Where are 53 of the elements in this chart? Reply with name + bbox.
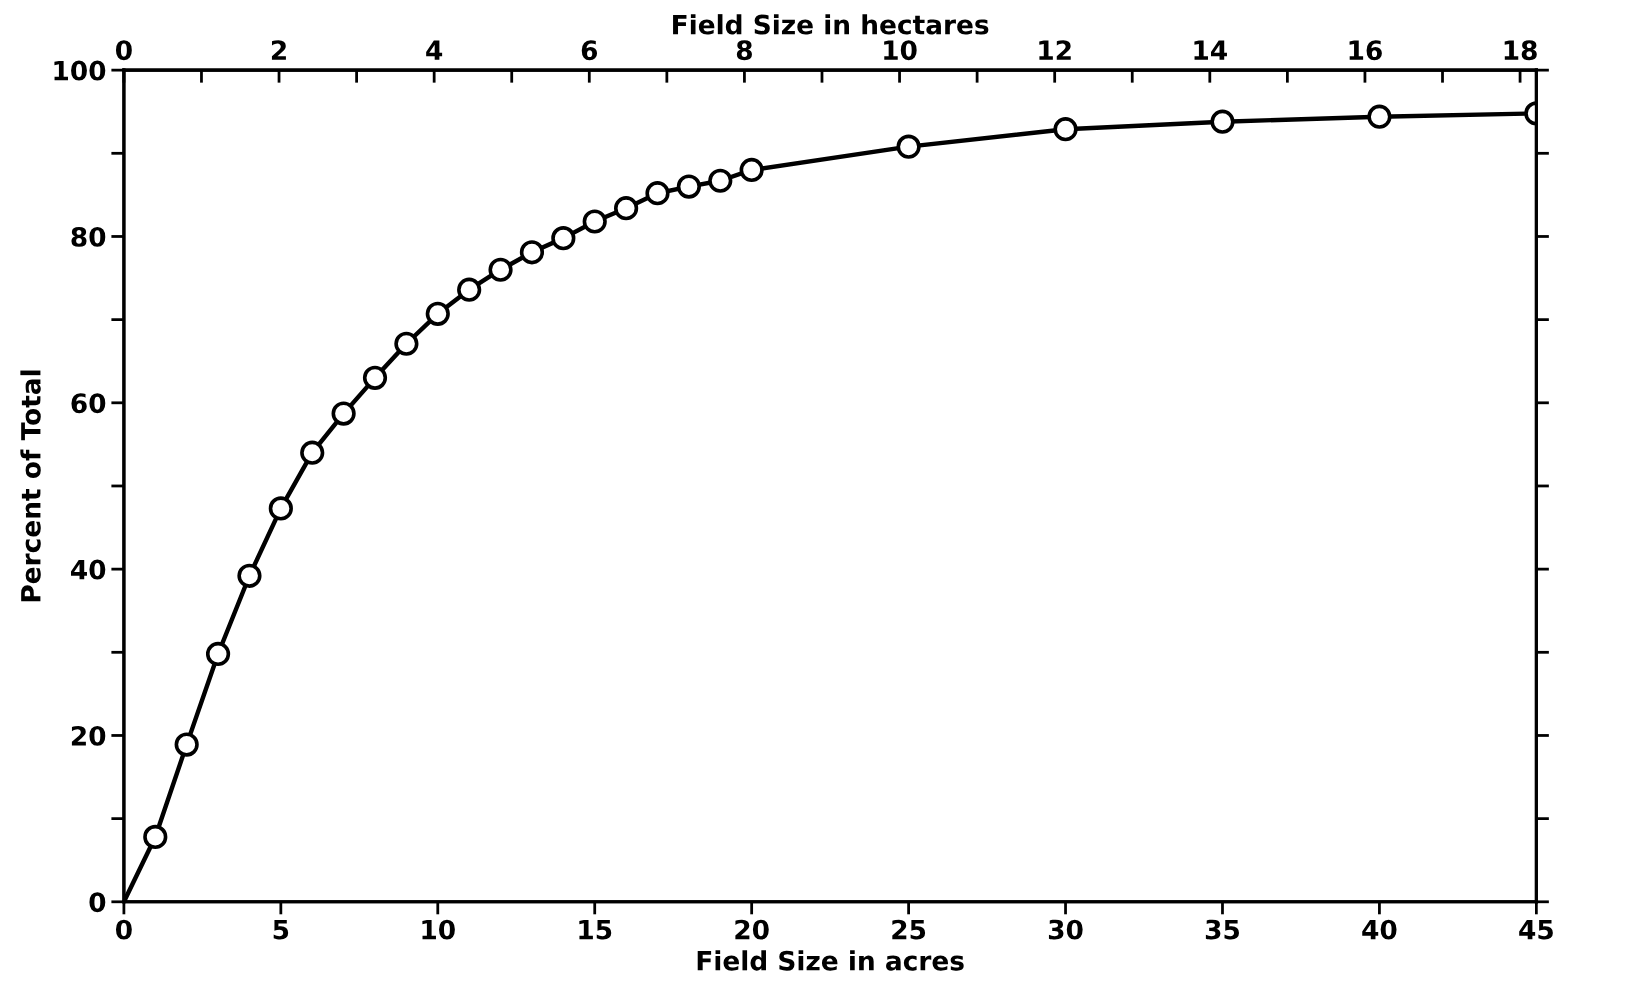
x-tick-label: 45 [1519,919,1553,940]
x2-tick-label: 10 [884,40,917,61]
point [331,401,356,426]
point [1210,109,1235,134]
point [708,168,733,193]
x-axis-title: Field Size in acres [697,950,964,971]
x-tick-label: 25 [892,919,926,940]
point [519,240,545,265]
y-tick-label: 80 [71,226,106,247]
x-tick-label: 15 [579,919,612,940]
x2-tick-label: 18 [1504,40,1537,61]
point [676,174,701,199]
x2-tick-label: 2 [271,40,286,60]
y-tick-label: 100 [54,60,106,81]
y-tick-label: 20 [71,725,106,746]
point [205,641,231,667]
y-tick-label: 40 [71,559,106,580]
y-axis-title: Percent of Total [20,370,41,602]
point [457,277,482,302]
point [268,496,293,521]
x-tick-label: 40 [1362,919,1397,940]
y-tick-label: 60 [71,393,106,414]
point [896,134,921,159]
point [143,824,168,850]
point [300,440,325,465]
point [362,365,388,390]
y-tick-label: 0 [89,892,106,913]
point [488,257,513,282]
x-tick-label: 20 [735,919,769,940]
point [1367,104,1392,129]
x2-tick-label: 6 [581,40,598,61]
x2-axis-title: Field Size in hectares [673,14,989,35]
x2-tick-label: 16 [1349,40,1382,61]
x-tick-label: 30 [1048,919,1083,940]
point [394,331,419,356]
x-tick-label: 10 [422,919,455,940]
point [1053,117,1078,142]
x2-tick-label: 0 [115,40,132,61]
point [645,181,670,206]
x2-tick-label: 12 [1039,40,1071,60]
x2-tick-label: 14 [1194,40,1227,60]
point [551,226,576,251]
x-tick-label: 5 [273,919,289,940]
point [174,732,199,757]
point [237,563,262,588]
x2-tick-label: 8 [736,40,752,61]
x-tick-label: 35 [1205,919,1239,940]
point [582,209,607,234]
x2-tick-label: 4 [426,40,443,60]
point [614,196,639,221]
x-tick-label: 0 [115,919,132,940]
point [425,301,450,326]
point [739,157,764,183]
